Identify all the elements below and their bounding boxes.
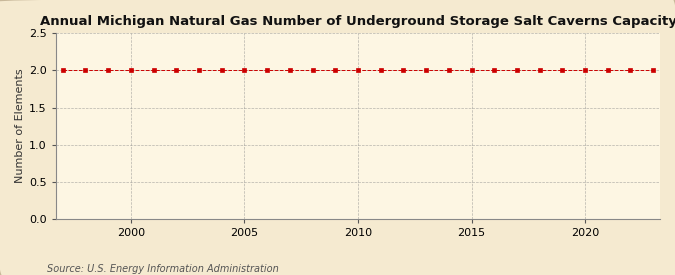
Text: Source: U.S. Energy Information Administration: Source: U.S. Energy Information Administ… <box>47 264 279 274</box>
Y-axis label: Number of Elements: Number of Elements <box>15 69 25 183</box>
Title: Annual Michigan Natural Gas Number of Underground Storage Salt Caverns Capacity: Annual Michigan Natural Gas Number of Un… <box>40 15 675 28</box>
